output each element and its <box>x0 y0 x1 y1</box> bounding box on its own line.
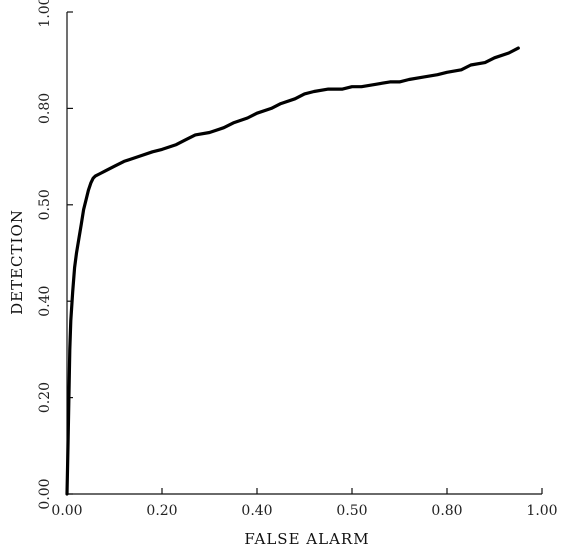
y-tick-label: 0.20 <box>37 382 53 413</box>
x-axis-title: FALSE ALARM <box>244 530 369 548</box>
roc-curve-line <box>65 46 520 496</box>
x-tick-label: 0.80 <box>431 503 462 519</box>
x-tick-label: 0.50 <box>336 503 367 519</box>
x-tick-label: 0.40 <box>241 503 272 519</box>
x-tick-label: 0.20 <box>146 503 177 519</box>
x-tick-label: 1.00 <box>526 503 557 519</box>
x-tick-label: 0.00 <box>51 503 82 519</box>
y-tick-label: 0.40 <box>37 286 53 317</box>
y-axis-title: DETECTION <box>8 209 26 315</box>
y-tick-label: 0.00 <box>37 478 53 509</box>
y-axis-ticks: 0.00 0.20 0.40 0.50 0.80 1.00 <box>37 0 73 510</box>
y-tick-label: 0.50 <box>37 189 53 220</box>
y-tick-label: 0.80 <box>37 93 53 124</box>
y-tick-label: 1.00 <box>37 0 53 28</box>
x-axis-ticks: 0.00 0.20 0.40 0.50 0.80 1.00 <box>51 488 558 519</box>
series-layer <box>65 46 520 496</box>
axes <box>66 12 542 495</box>
